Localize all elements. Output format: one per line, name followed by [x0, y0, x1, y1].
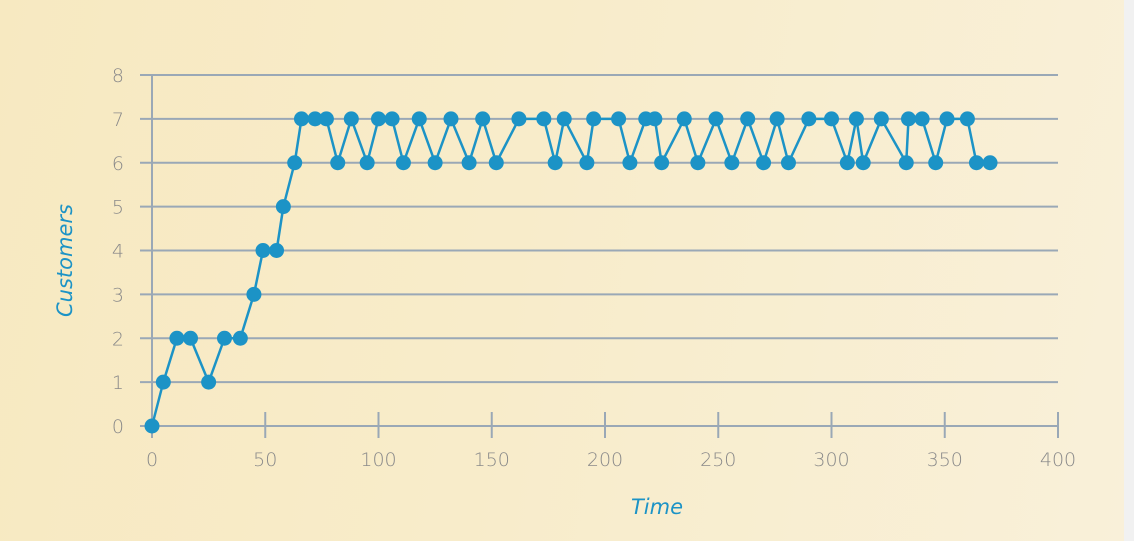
data-point [216, 330, 232, 346]
data-point [968, 155, 984, 171]
data-point [255, 243, 271, 258]
y-axis-title: Customers [53, 204, 77, 317]
y-tick-label: 2 [112, 328, 124, 350]
data-point [982, 155, 998, 171]
x-tick-label: 50 [253, 449, 277, 471]
data-point [898, 155, 914, 171]
data-point [183, 330, 199, 346]
data-point [269, 243, 285, 258]
y-tick-label: 8 [112, 65, 124, 87]
data-point [395, 155, 411, 171]
data-point [824, 111, 839, 127]
data-point [622, 155, 638, 171]
y-tick-label: 3 [112, 284, 124, 306]
data-point [246, 286, 262, 302]
data-point [654, 155, 670, 171]
x-tick-label: 100 [360, 449, 396, 471]
data-point [769, 111, 785, 127]
x-tick-label: 400 [1040, 449, 1076, 471]
data-point [756, 155, 772, 171]
data-point [724, 155, 740, 171]
y-tick-label: 5 [112, 197, 124, 219]
data-point [579, 155, 595, 171]
data-point [873, 111, 889, 127]
data-point [511, 111, 527, 127]
data-point [959, 111, 975, 127]
data-point [330, 155, 346, 171]
data-point [547, 155, 563, 171]
data-point [676, 111, 692, 127]
data-point [232, 330, 248, 346]
tick-labels: 0 1 2 3 4 5 6 7 8 0 50 100 150 200 250 300 350 400 [112, 65, 1076, 471]
data-point [855, 155, 871, 171]
data-point [343, 111, 359, 127]
data-point [611, 111, 627, 127]
data-point [475, 111, 491, 127]
data-point [169, 330, 185, 346]
data-point [780, 155, 796, 171]
data-point [443, 111, 459, 127]
data-point [427, 155, 443, 171]
data-point [307, 111, 323, 127]
data-point [359, 155, 375, 171]
data-point [293, 111, 309, 127]
data-point [740, 111, 756, 127]
data-point [318, 111, 334, 127]
x-tick-label: 150 [474, 449, 510, 471]
data-point [586, 111, 602, 127]
data-point [461, 155, 477, 171]
data-point [939, 111, 955, 127]
y-tick-label: 6 [112, 153, 124, 175]
data-point [848, 111, 864, 127]
y-tick-label: 0 [112, 416, 124, 438]
data-point [371, 111, 386, 127]
data-point [647, 111, 663, 127]
x-tick-label: 200 [587, 449, 623, 471]
data-point [201, 374, 217, 390]
data-point [287, 155, 303, 171]
series-layer [144, 111, 998, 434]
data-point [411, 111, 427, 127]
data-point [914, 111, 930, 127]
y-tick-label: 4 [112, 241, 124, 263]
y-tick-label: 7 [112, 109, 124, 131]
data-point [384, 111, 400, 127]
x-axis-title: Time [631, 495, 683, 519]
x-tick-label: 350 [927, 449, 963, 471]
x-tick-label: 0 [146, 449, 158, 471]
data-point [488, 155, 504, 171]
data-point [155, 374, 171, 390]
data-point [801, 111, 817, 127]
data-point [536, 111, 552, 127]
axes [151, 75, 1059, 438]
data-point [901, 111, 917, 127]
y-tick-label: 1 [112, 372, 124, 394]
data-point [708, 111, 724, 127]
x-tick-label: 300 [813, 449, 849, 471]
data-point [928, 155, 944, 171]
data-point [275, 199, 291, 215]
data-point [556, 111, 572, 127]
data-point [839, 155, 855, 171]
data-point [144, 418, 160, 434]
data-point [690, 155, 706, 171]
x-tick-label: 250 [700, 449, 736, 471]
